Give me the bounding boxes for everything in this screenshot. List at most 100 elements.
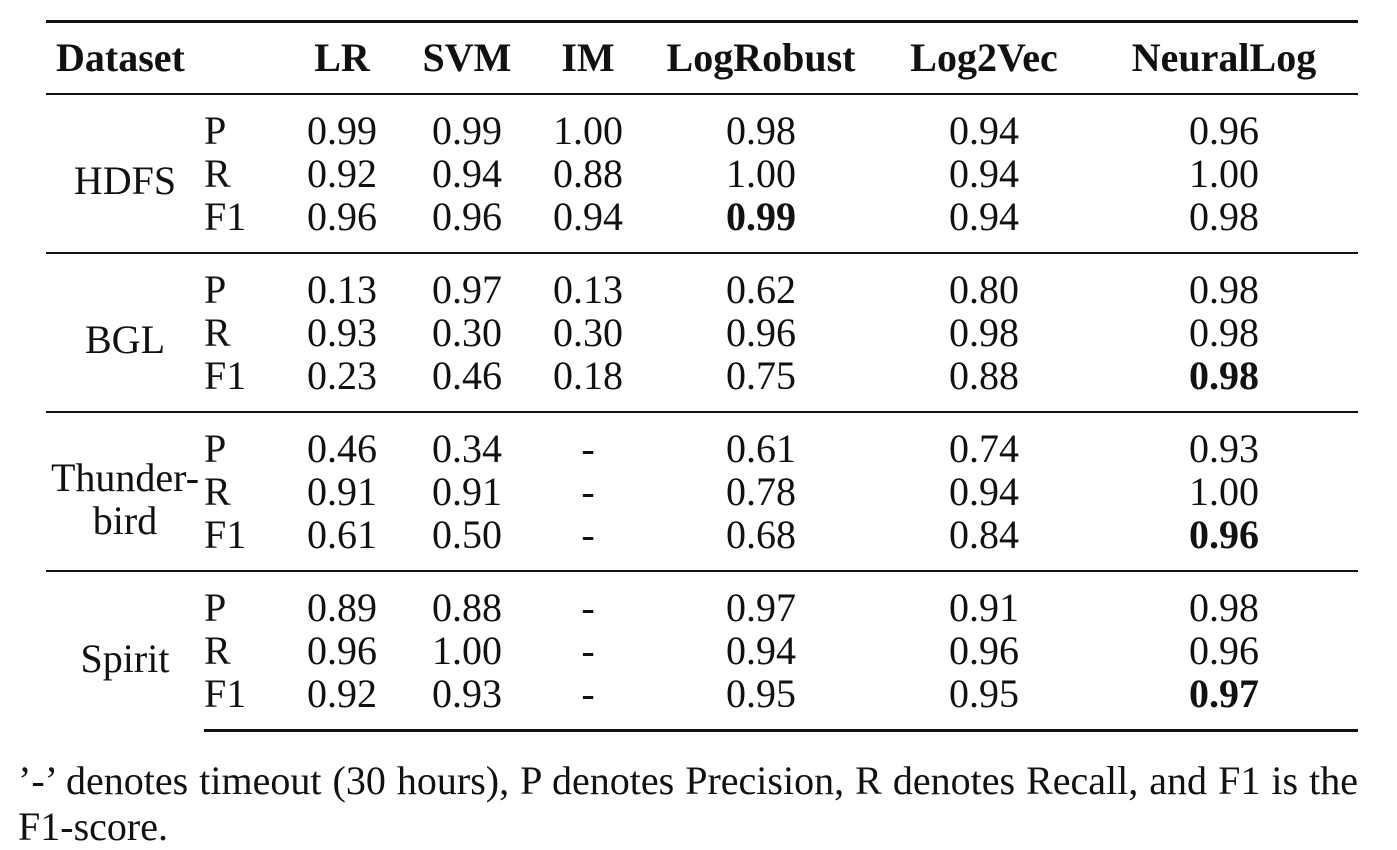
header-row: Dataset LR SVM IM LogRobust Log2Vec Neur…: [46, 23, 1358, 95]
metric-label: R: [204, 151, 231, 196]
column-header-neurallog: NeuralLog: [1090, 23, 1358, 95]
table-cell: 0.75: [726, 353, 796, 398]
table-cell: 0.91: [307, 469, 377, 514]
table-row: F1 0.96 0.96 0.94 0.99 0.94 0.98: [46, 195, 1358, 253]
table-cell: 0.95: [644, 672, 878, 732]
column-header-im: IM: [532, 23, 644, 95]
table-cell: 1.00: [1189, 469, 1259, 514]
table-cell: 0.97: [402, 252, 532, 311]
table-cell: 0.93: [307, 310, 377, 355]
table-row: F1 0.92 0.93 - 0.95 0.95 0.97: [46, 672, 1358, 732]
table-cell: 1.00: [432, 628, 502, 673]
table-row: R 0.91 0.91 - 0.78 0.94 1.00: [46, 470, 1358, 513]
table-cell: 0.99: [307, 108, 377, 153]
dataset-group-bgl: BGL P 0.13 0.97 0.13 0.62 0.80 0.98 R 0.…: [46, 252, 1358, 412]
table-cell: 0.98: [1189, 194, 1259, 239]
dataset-name-hdfs: HDFS: [73, 158, 177, 203]
metric-label: P: [204, 108, 227, 153]
table-cell: 0.88: [553, 151, 623, 196]
table-cell: -: [532, 672, 644, 732]
metric-label: F1: [204, 353, 247, 398]
best-score-cell: 0.97: [1090, 672, 1358, 732]
metric-label: F1: [204, 512, 247, 557]
table-cell: 0.34: [402, 411, 532, 470]
table-cell: 0.93: [1090, 411, 1358, 470]
metric-label: P: [204, 411, 282, 470]
table-cell: 0.88: [402, 570, 532, 629]
column-header-lr: LR: [282, 23, 402, 95]
table-cell: 0.94: [949, 151, 1019, 196]
table-cell: 0.92: [307, 151, 377, 196]
table-cell: 0.95: [878, 672, 1090, 732]
table-cell: 0.91: [432, 469, 502, 514]
table-row: F1 0.61 0.50 - 0.68 0.84 0.96: [46, 513, 1358, 571]
table-cell: 0.18: [553, 353, 623, 398]
table-cell: 0.91: [878, 570, 1090, 629]
table-cell: 0.96: [432, 194, 502, 239]
table-cell: 0.84: [949, 512, 1019, 557]
table-cell: 0.61: [307, 512, 377, 557]
table-cell: 0.97: [644, 570, 878, 629]
table-cell: 0.92: [282, 672, 402, 732]
table-cell: 0.96: [1189, 628, 1259, 673]
table-row: R 0.93 0.30 0.30 0.96 0.98 0.98: [46, 311, 1358, 354]
table-cell: 0.96: [307, 628, 377, 673]
table-cell: -: [581, 628, 595, 673]
table-cell: 0.96: [949, 628, 1019, 673]
table-cell: 0.98: [1090, 570, 1358, 629]
dataset-group-spirit: Spirit P 0.89 0.88 - 0.97 0.91 0.98 R 0.…: [46, 570, 1358, 732]
table-cell: 0.93: [402, 672, 532, 732]
metric-label: R: [204, 469, 231, 514]
dataset-name-spirit: Spirit: [46, 570, 204, 731]
table-cell: 0.98: [726, 108, 796, 153]
table-cell: 1.00: [553, 108, 623, 153]
table-cell: 0.96: [1189, 108, 1259, 153]
metric-label: F1: [204, 194, 247, 239]
table-cell: 0.94: [553, 194, 623, 239]
table-cell: 0.50: [432, 512, 502, 557]
table-cell: 0.30: [553, 310, 623, 355]
metric-label: F1: [204, 672, 282, 732]
table-cell: 0.74: [878, 411, 1090, 470]
best-score-cell: 0.98: [1189, 353, 1259, 398]
table-cell: 0.88: [949, 353, 1019, 398]
table-cell: -: [581, 469, 595, 514]
table-cell: 0.98: [1090, 252, 1358, 311]
table-cell: -: [532, 411, 644, 470]
table-cell: 0.80: [878, 252, 1090, 311]
column-header-logrobust: LogRobust: [644, 23, 878, 95]
column-header-log2vec: Log2Vec: [878, 23, 1090, 95]
metric-label: R: [204, 310, 231, 355]
metric-label: R: [204, 628, 231, 673]
table-cell: 0.13: [282, 252, 402, 311]
table-cell: 0.30: [432, 310, 502, 355]
results-table: Dataset LR SVM IM LogRobust Log2Vec Neur…: [46, 20, 1358, 732]
dataset-name-bgl: BGL: [46, 252, 204, 412]
table-cell: 0.94: [949, 469, 1019, 514]
table-cell: 0.96: [307, 194, 377, 239]
table-cell: 1.00: [726, 151, 796, 196]
table-cell: 0.96: [726, 310, 796, 355]
table-cell: 0.89: [282, 570, 402, 629]
table-header: Dataset LR SVM IM LogRobust Log2Vec Neur…: [46, 20, 1358, 95]
table-cell: 0.94: [726, 628, 796, 673]
column-header-metric: [204, 23, 282, 95]
table-cell: 0.68: [726, 512, 796, 557]
dataset-group-thunderbird: Thunder- bird P 0.46 0.34 - 0.61 0.74 0.…: [46, 411, 1358, 571]
table-cell: -: [581, 512, 595, 557]
table-cell: 0.98: [949, 310, 1019, 355]
table-cell: 0.98: [1189, 310, 1259, 355]
table-row: Thunder- bird P 0.46 0.34 - 0.61 0.74 0.…: [46, 411, 1358, 571]
table-row: R 0.96 1.00 - 0.94 0.96 0.96: [46, 629, 1358, 672]
table-cell: 0.46: [432, 353, 502, 398]
results-table-container: Dataset LR SVM IM LogRobust Log2Vec Neur…: [46, 20, 1358, 732]
table-cell: 0.23: [307, 353, 377, 398]
table-cell: 0.94: [949, 108, 1019, 153]
table-cell: 1.00: [1189, 151, 1259, 196]
table-cell: 0.46: [282, 411, 402, 470]
table-row: F1 0.23 0.46 0.18 0.75 0.88 0.98: [46, 354, 1358, 412]
column-header-svm: SVM: [402, 23, 532, 95]
best-score-cell: 0.96: [1189, 512, 1259, 557]
table-row: HDFS P 0.99 0.99 1.00 0.98 0.94 0.96: [46, 94, 1358, 202]
metric-label: P: [204, 252, 282, 311]
